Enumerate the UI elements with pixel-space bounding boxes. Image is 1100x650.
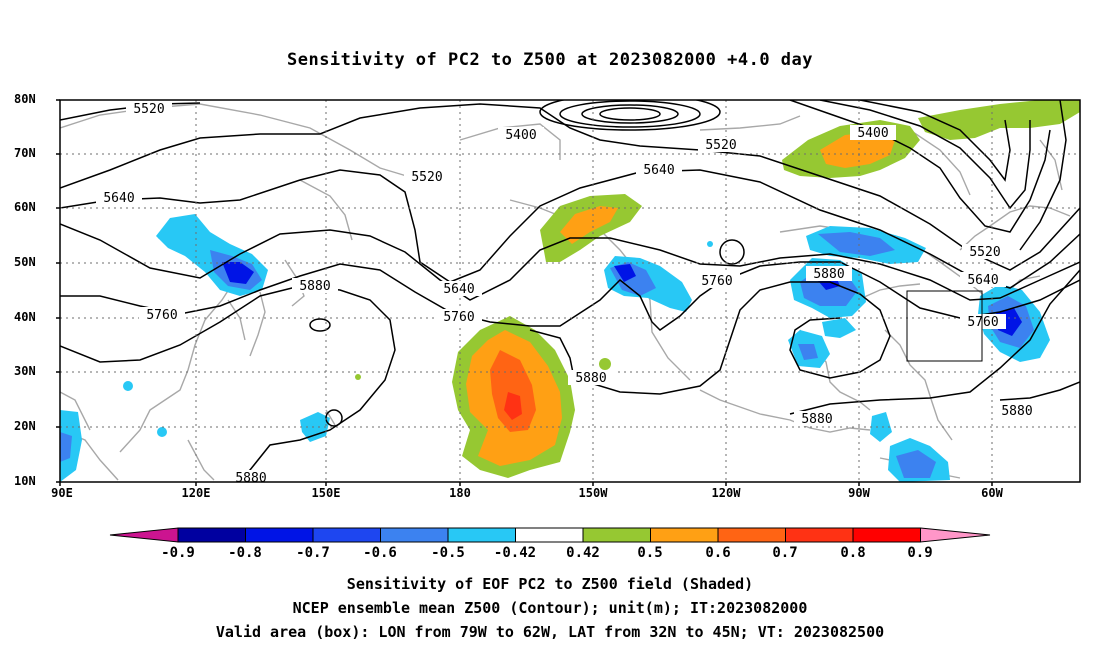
lat-label: 50N — [14, 255, 36, 269]
colorbar-high-arrow — [920, 527, 991, 543]
svg-text:5400: 5400 — [857, 126, 888, 141]
colorbar-bin — [312, 527, 381, 543]
contour-label: 5760 — [139, 307, 185, 323]
lat-label: 30N — [14, 364, 36, 378]
contour-label: 5880 — [794, 411, 840, 427]
colorbar-bin — [852, 527, 921, 543]
colorbar-bin — [717, 527, 786, 543]
svg-text:5760: 5760 — [146, 308, 177, 323]
footer-caption-contour: NCEP ensemble mean Z500 (Contour); unit(… — [292, 599, 808, 617]
contour-label: 5760 — [960, 314, 1006, 330]
colorbar-bin — [650, 527, 719, 543]
contour-label: 5640 — [960, 272, 1006, 288]
lon-label: 150E — [311, 486, 341, 500]
lat-lon-grid — [60, 100, 1080, 482]
svg-text:5760: 5760 — [443, 310, 474, 325]
contour-label: 5880 — [806, 266, 852, 282]
contour-label: 5640 — [436, 281, 482, 297]
lat-label: 80N — [14, 92, 36, 106]
colorbar-label: -0.6 — [363, 545, 397, 561]
svg-text:5880: 5880 — [813, 267, 844, 282]
svg-text:5880: 5880 — [1001, 404, 1032, 419]
colorbar-label: -0.7 — [296, 545, 330, 561]
svg-text:5520: 5520 — [969, 245, 1000, 260]
colorbar-bin — [245, 527, 314, 543]
colorbar-bin — [582, 527, 651, 543]
svg-text:5520: 5520 — [133, 102, 164, 117]
svg-text:5880: 5880 — [235, 471, 266, 486]
colorbar-label: 0.6 — [705, 545, 731, 561]
lon-label: 60W — [981, 486, 1003, 500]
lat-label: 40N — [14, 310, 36, 324]
contour-label: 5880 — [994, 403, 1040, 419]
colorbar-label: -0.5 — [431, 545, 465, 561]
footer-caption-shading: Sensitivity of EOF PC2 to Z500 field (Sh… — [346, 575, 754, 593]
contour-label: 5400 — [498, 127, 544, 143]
lon-label: 180 — [449, 486, 471, 500]
colorbar-label: -0.9 — [161, 545, 195, 561]
svg-text:5880: 5880 — [801, 412, 832, 427]
contour-label: 5520 — [404, 169, 450, 185]
contour-label: 5880 — [568, 370, 614, 386]
colorbar-label: -0.42 — [493, 545, 537, 561]
z500-contours — [60, 100, 1080, 482]
contour-labels: 5520 5400 5520 5520 5640 5640 5640 5760 … — [96, 101, 1040, 486]
map-title: Sensitivity of PC2 to Z500 at 2023082000… — [286, 50, 813, 70]
svg-text:5400: 5400 — [505, 128, 536, 143]
lon-label: 90W — [848, 486, 870, 500]
colorbar-label: 0.42 — [566, 545, 600, 561]
colorbar-label: 0.7 — [772, 545, 798, 561]
svg-text:5640: 5640 — [643, 163, 674, 178]
axis-ticks — [56, 99, 993, 486]
svg-text:5520: 5520 — [705, 138, 736, 153]
lat-label: 20N — [14, 419, 36, 433]
svg-text:5880: 5880 — [575, 371, 606, 386]
lon-label: 150W — [578, 486, 608, 500]
contour-label: 5880 — [228, 470, 274, 486]
lon-label: 120W — [711, 486, 741, 500]
colorbar-label: 0.5 — [637, 545, 663, 561]
lat-label: 70N — [14, 146, 36, 160]
map-frame — [59, 99, 1081, 483]
colorbar-bin — [177, 527, 246, 543]
colorbar-low-arrow — [109, 527, 179, 543]
contour-label: 5640 — [96, 190, 142, 206]
svg-text:5880: 5880 — [299, 279, 330, 294]
footer-caption-valid-area: Valid area (box): LON from 79W to 62W, L… — [215, 623, 885, 641]
contour-label: 5520 — [962, 244, 1008, 260]
colorbar-label: 0.9 — [907, 545, 933, 561]
svg-text:5760: 5760 — [701, 274, 732, 289]
svg-text:5640: 5640 — [103, 191, 134, 206]
lon-label: 120E — [181, 486, 211, 500]
svg-text:5640: 5640 — [967, 273, 998, 288]
svg-text:5760: 5760 — [967, 315, 998, 330]
colorbar-bin — [785, 527, 854, 543]
svg-text:5520: 5520 — [411, 170, 442, 185]
colorbar-label: 0.8 — [840, 545, 866, 561]
colorbar — [109, 527, 991, 543]
lon-label: 90E — [51, 486, 73, 500]
contour-label: 5760 — [436, 309, 482, 325]
lat-label: 60N — [14, 200, 36, 214]
colorbar-bin — [447, 527, 516, 543]
colorbar-bin — [515, 527, 584, 543]
valid-area-box — [906, 290, 983, 362]
lat-label: 10N — [14, 474, 36, 488]
contour-label: 5880 — [292, 278, 338, 294]
contour-label: 5760 — [694, 273, 740, 289]
svg-text:5640: 5640 — [443, 282, 474, 297]
contour-label: 5400 — [850, 125, 896, 141]
colorbar-bin — [380, 527, 449, 543]
colorbar-label: -0.8 — [228, 545, 262, 561]
contour-label: 5520 — [126, 101, 172, 117]
contour-label: 5520 — [698, 137, 744, 153]
contour-label: 5640 — [636, 162, 682, 178]
